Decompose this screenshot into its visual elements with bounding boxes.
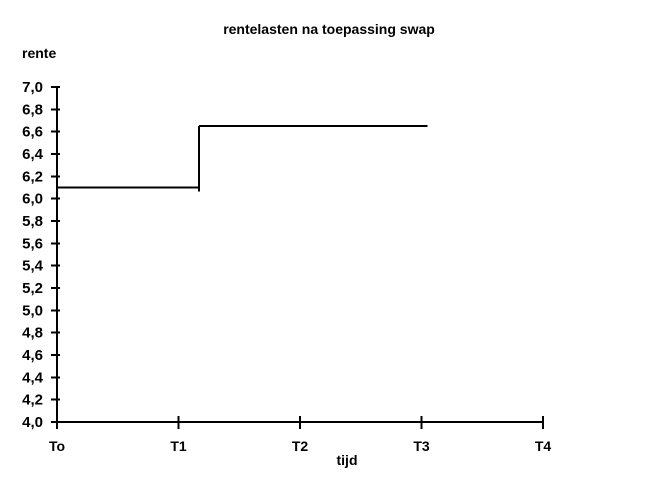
y-tick-label: 4,6 <box>22 347 43 364</box>
y-tick-label: 4,2 <box>22 392 43 409</box>
y-tick-label: 5,2 <box>22 280 43 297</box>
y-tick-label: 6,2 <box>22 168 43 185</box>
y-tick-label: 6,4 <box>22 146 44 163</box>
y-tick-label: 4,8 <box>22 325 43 342</box>
x-tick-label: T4 <box>535 438 552 454</box>
y-tick-label: 6,8 <box>22 101 43 118</box>
y-tick-label: 5,8 <box>22 213 43 230</box>
y-tick-label: 5,6 <box>22 235 43 252</box>
y-tick-label: 7,0 <box>22 79 43 96</box>
chart-title: rentelasten na toepassing swap <box>223 21 435 37</box>
y-tick-label: 4,4 <box>22 369 44 386</box>
y-tick-label: 6,6 <box>22 124 43 141</box>
x-axis-title: tijd <box>336 452 358 468</box>
x-tick-label: T3 <box>413 438 430 454</box>
y-tick-label: 5,0 <box>22 302 43 319</box>
series-line <box>57 125 428 189</box>
x-tick-label: To <box>49 438 65 454</box>
x-tick-label: T2 <box>292 438 309 454</box>
x-tick-label: T1 <box>170 438 187 454</box>
y-axis-title: rente <box>22 45 57 61</box>
y-tick-label: 4,0 <box>22 414 43 431</box>
y-tick-label: 6,0 <box>22 191 43 208</box>
y-tick-label: 5,4 <box>22 258 44 275</box>
